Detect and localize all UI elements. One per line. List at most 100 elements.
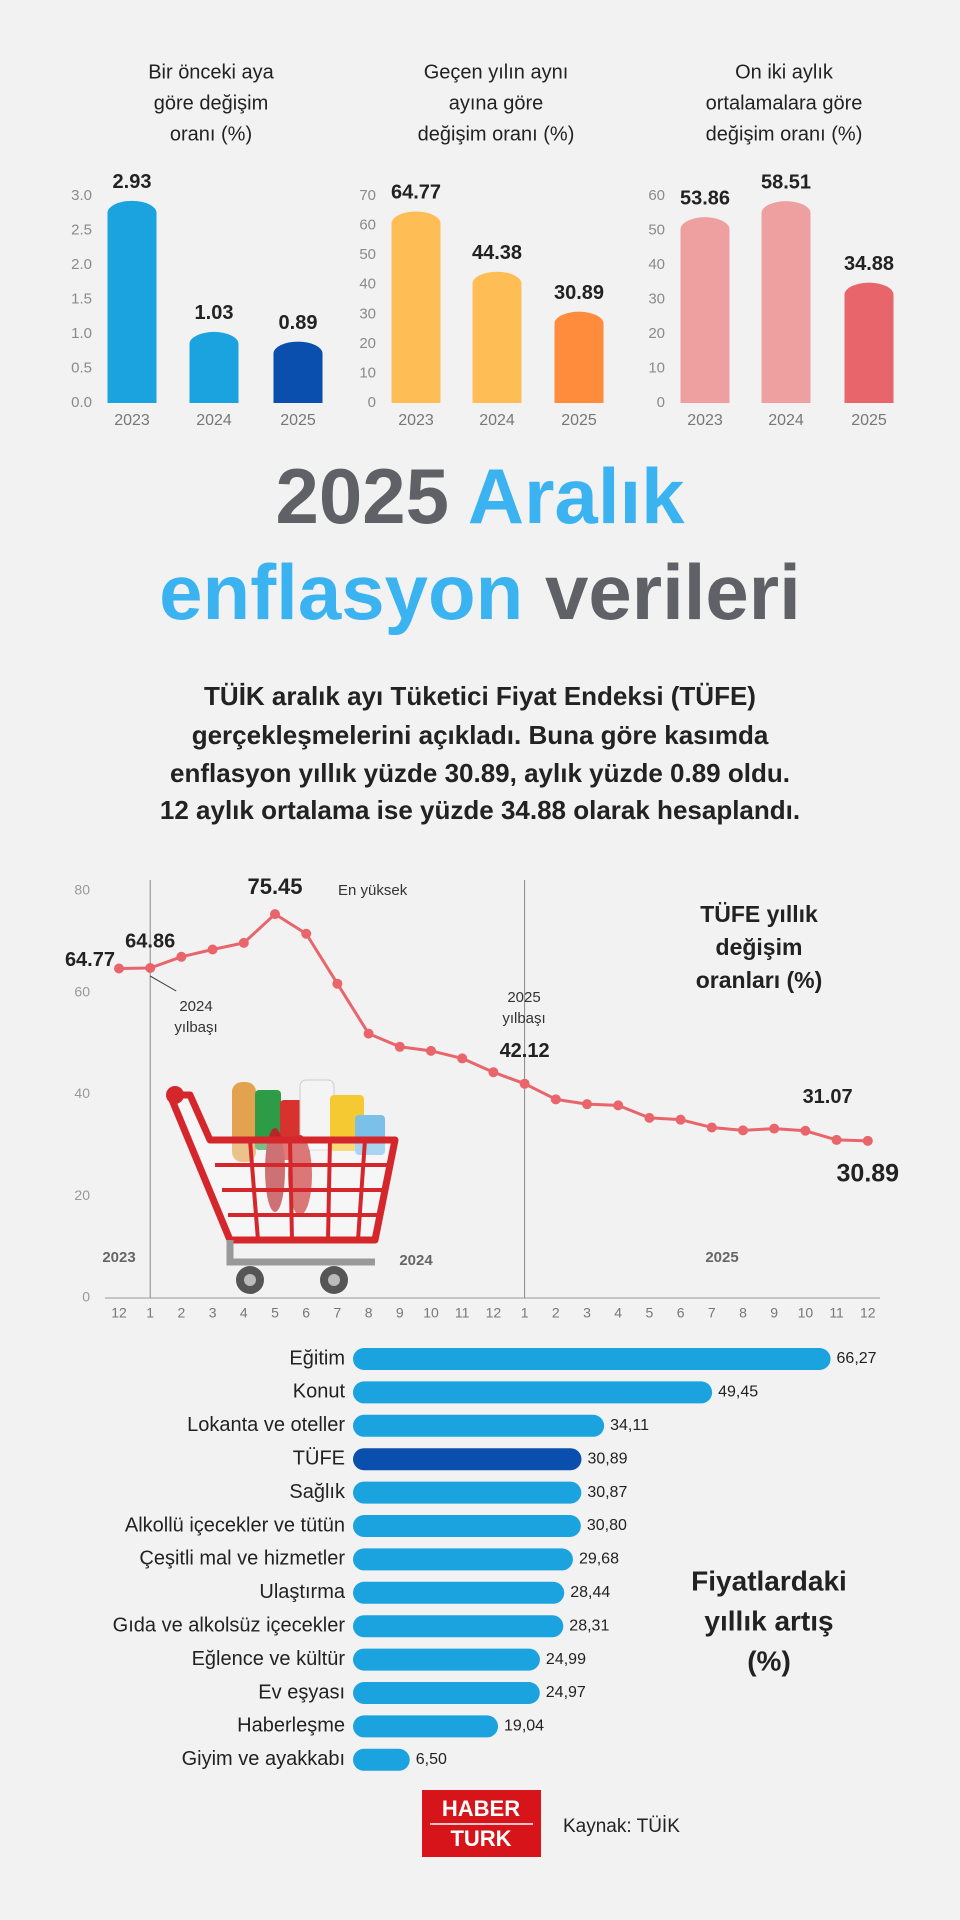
x-tick-label: 2025 — [561, 412, 597, 429]
cart-part — [288, 1135, 312, 1215]
headline-part: 2025 — [275, 452, 449, 540]
bar — [353, 1414, 605, 1437]
x-tick-label: 11 — [829, 1305, 844, 1321]
bar — [189, 331, 239, 403]
value-label: 64.77 — [391, 182, 441, 204]
headline: enflasyon verileri — [159, 548, 801, 636]
point — [706, 1122, 717, 1133]
x-tick-label: 2023 — [114, 412, 150, 429]
y-tick-label: Ev eşyası — [258, 1681, 345, 1703]
point — [675, 1114, 686, 1125]
bar — [353, 1748, 410, 1771]
value-label: 30.89 — [554, 282, 604, 304]
x-tick-label: 2025 — [851, 412, 887, 429]
x-tick-label: 9 — [396, 1305, 404, 1321]
x-tick-label: 11 — [455, 1305, 470, 1321]
annotation: 2025 — [507, 989, 540, 1006]
chart-title: oranları (%) — [696, 967, 823, 993]
point — [488, 1067, 499, 1078]
y-tick-label: 20 — [648, 325, 665, 342]
x-tick-label: 2025 — [280, 412, 316, 429]
point — [831, 1134, 842, 1145]
value-label: 6,50 — [416, 1751, 447, 1768]
description-line: enflasyon yıllık yüzde 30.89, aylık yüzd… — [170, 758, 790, 788]
chart-title: Fiyatlardaki — [691, 1565, 847, 1596]
bar — [353, 1548, 573, 1571]
y-tick-label: Haberleşme — [237, 1715, 345, 1737]
y-tick-label: 30 — [359, 305, 376, 322]
bar — [761, 201, 811, 403]
x-tick-label: 2023 — [398, 412, 434, 429]
y-tick-label: Ulaştırma — [259, 1581, 345, 1603]
value-label: 64.86 — [125, 930, 175, 952]
value-label: 42.12 — [500, 1040, 550, 1062]
y-tick-label: Çeşitli mal ve hizmetler — [139, 1548, 345, 1570]
x-tick-label: 10 — [798, 1305, 814, 1321]
bar — [353, 1381, 713, 1404]
headline-part: verileri — [545, 548, 801, 636]
description-line: 12 aylık ortalama ise yüzde 34.88 olarak… — [160, 795, 800, 825]
y-tick-label: Lokanta ve oteller — [187, 1414, 345, 1436]
value-label: 19,04 — [504, 1718, 544, 1735]
x-tick-label: 5 — [271, 1305, 279, 1321]
point — [613, 1100, 624, 1111]
y-tick-label: 2.0 — [71, 256, 92, 273]
y-tick-label: 3.0 — [71, 187, 92, 204]
y-tick-label: Gıda ve alkolsüz içecekler — [113, 1614, 346, 1636]
x-tick-label: 12 — [860, 1305, 876, 1321]
description-line: TÜİK aralık ayı Tüketici Fiyat Endeksi (… — [204, 681, 756, 711]
y-tick-label: 70 — [359, 187, 376, 204]
point — [207, 944, 218, 955]
point — [114, 963, 124, 974]
period-label: 2023 — [102, 1249, 135, 1266]
value-label: 34,11 — [610, 1417, 649, 1434]
chart-title: ayına göre — [449, 92, 544, 114]
point — [550, 1094, 561, 1105]
value-label: 31.07 — [803, 1086, 853, 1108]
x-tick-label: 2023 — [687, 412, 723, 429]
value-label: 66,27 — [837, 1350, 877, 1367]
y-tick-label: 60 — [648, 187, 665, 204]
y-tick-label: 30 — [648, 290, 665, 307]
value-label: 24,99 — [546, 1651, 586, 1668]
annotation: yılbaşı — [502, 1010, 545, 1027]
chart-title: yıllık artış — [704, 1605, 833, 1636]
y-tick-label: Eğitim — [289, 1347, 345, 1369]
annotation: En yüksek — [338, 882, 408, 899]
value-label: 30,80 — [587, 1517, 627, 1534]
point — [270, 909, 280, 920]
bar — [391, 211, 441, 403]
y-tick-label: 0 — [82, 1289, 90, 1305]
point — [644, 1112, 655, 1123]
chart-title: Geçen yılın aynı — [424, 61, 569, 83]
chart-title: (%) — [747, 1645, 791, 1676]
point — [301, 928, 312, 939]
point — [332, 978, 343, 989]
x-tick-label: 12 — [486, 1305, 502, 1321]
value-label: 53.86 — [680, 187, 730, 209]
cart-part — [244, 1274, 256, 1286]
annotation: yılbaşı — [174, 1019, 217, 1036]
cart-part — [226, 1240, 375, 1266]
point — [862, 1135, 873, 1146]
point — [582, 1099, 592, 1110]
cart-part — [328, 1274, 340, 1286]
point — [769, 1123, 780, 1134]
cart-part — [215, 1139, 388, 1241]
x-tick-label: 1 — [146, 1305, 154, 1321]
bar — [353, 1648, 540, 1671]
y-tick-label: 10 — [648, 359, 665, 376]
y-tick-label: Konut — [293, 1381, 346, 1403]
y-tick-label: TÜFE — [293, 1447, 345, 1469]
chart-title: Bir önceki aya — [148, 61, 274, 83]
point — [145, 963, 156, 974]
x-tick-label: 4 — [614, 1305, 622, 1321]
y-tick-label: Giyim ve ayakkabı — [182, 1748, 345, 1770]
bar — [844, 282, 894, 403]
period-label: 2024 — [399, 1252, 433, 1269]
x-tick-label: 3 — [209, 1305, 217, 1321]
y-tick-label: Eğlence ve kültür — [192, 1648, 346, 1670]
point — [457, 1053, 468, 1064]
